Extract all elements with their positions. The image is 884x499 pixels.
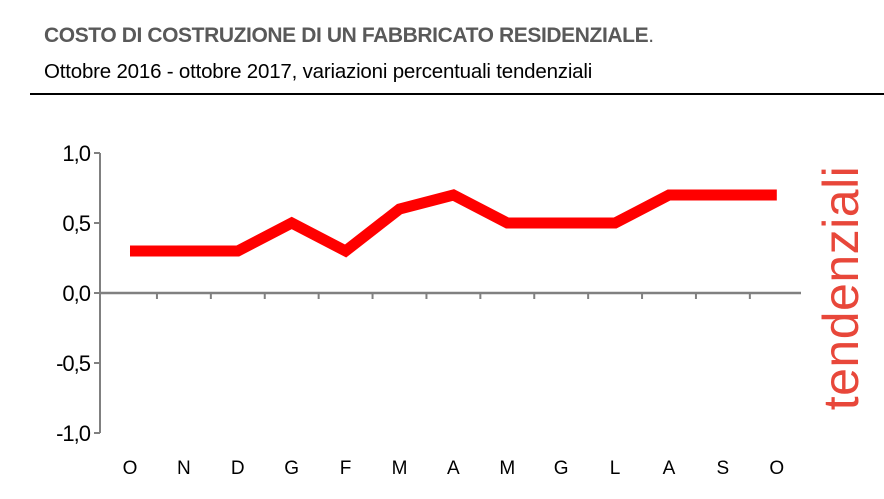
x-tick-label: F	[340, 458, 352, 479]
x-tick-label: O	[769, 458, 784, 479]
x-tick-label: A	[447, 458, 460, 479]
x-tick-label: M	[392, 458, 408, 479]
y-tick-label: -0,5	[56, 351, 91, 376]
x-tick-label: G	[284, 458, 299, 479]
y-tick-label: -1,0	[56, 421, 91, 446]
x-tick-label: A	[663, 458, 676, 479]
x-tick-label: G	[554, 458, 569, 479]
x-tick-label: N	[177, 458, 191, 479]
header-rule	[30, 93, 884, 95]
series-line	[130, 189, 777, 258]
x-tick-label: D	[231, 458, 245, 479]
chart-title: COSTO DI COSTRUZIONE DI UN FABBRICATO RE…	[44, 24, 654, 48]
x-tick-label: O	[123, 458, 138, 479]
y-tick-label: 0,5	[62, 211, 90, 236]
side-axis-label: tendenziali	[813, 165, 869, 411]
chart-subtitle: Ottobre 2016 - ottobre 2017, variazioni …	[44, 60, 593, 83]
y-tick-label: 0,0	[62, 281, 90, 306]
y-tick-label: 1,0	[62, 141, 90, 166]
title-text: COSTO DI COSTRUZIONE DI UN FABBRICATO RE…	[44, 24, 649, 47]
x-tick-label: L	[610, 458, 621, 479]
title-period: .	[648, 24, 654, 47]
x-tick-label: S	[717, 458, 730, 479]
x-tick-label: M	[499, 458, 515, 479]
